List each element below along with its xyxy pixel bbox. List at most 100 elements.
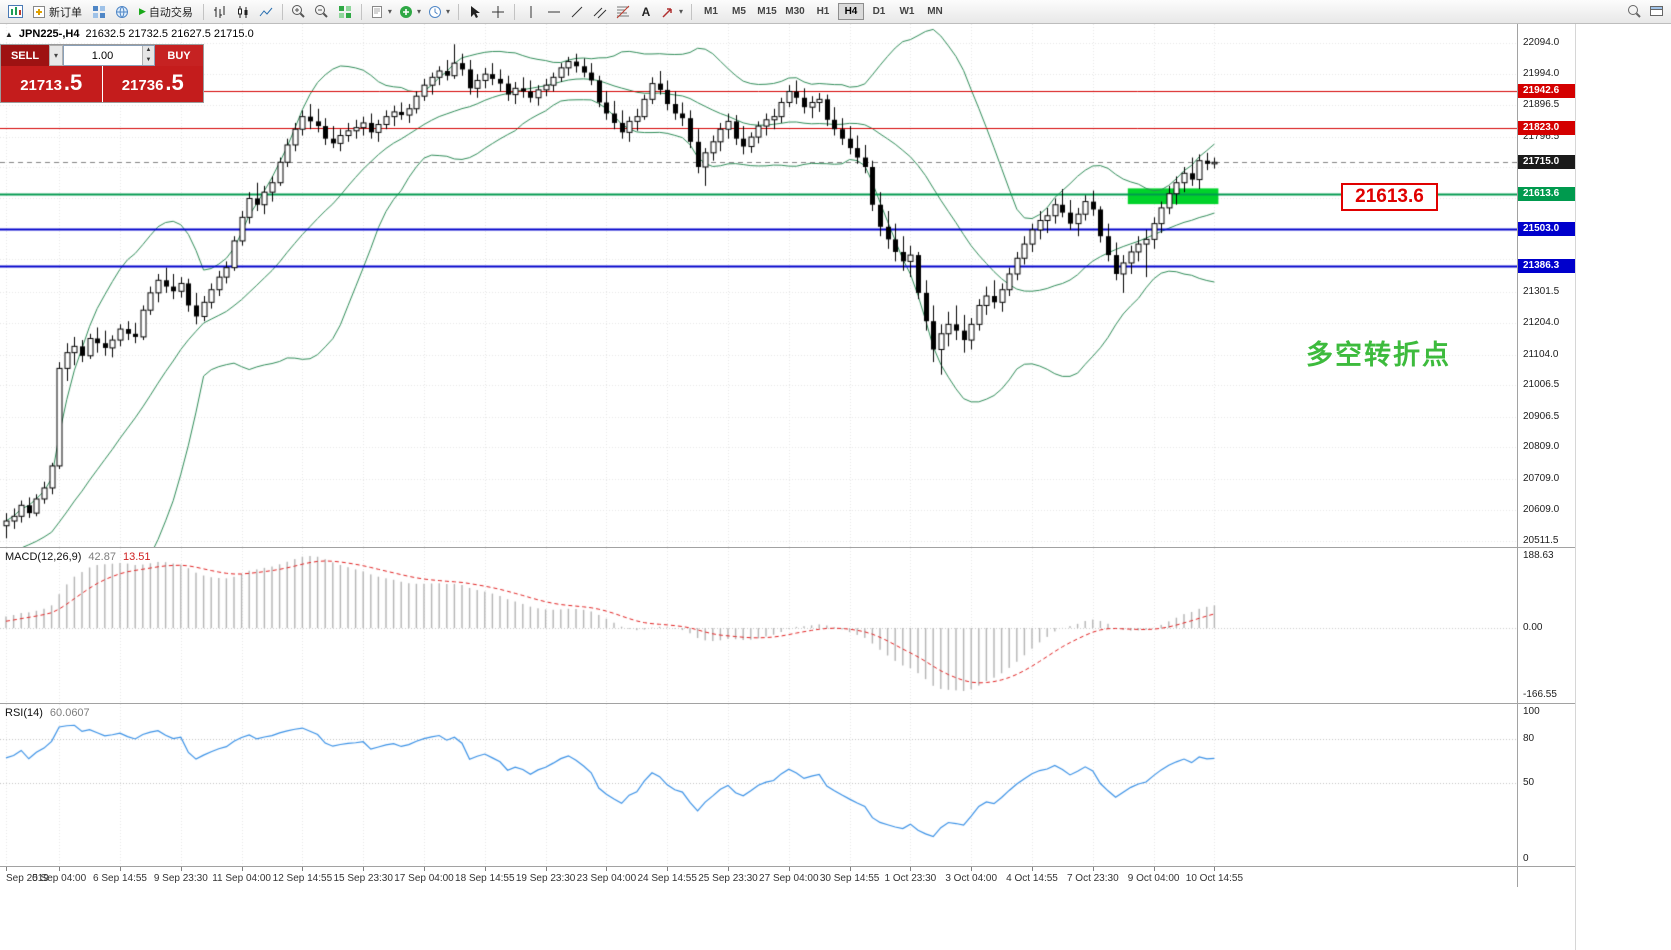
date-tick [789,867,790,871]
date-axis-label: 12 Sep 14:55 [272,873,333,884]
macd-axis-label: 188.63 [1523,550,1554,561]
date-tick [606,867,607,871]
sell-price-display[interactable]: 21713.5 [1,66,102,102]
timeframe-m1-button[interactable]: M1 [704,6,718,17]
price-axis-label: 20906.5 [1523,410,1560,422]
timeframe-m5-button[interactable]: M5 [732,6,746,17]
rsi-axis-label: 100 [1523,706,1540,717]
date-tick [424,867,425,871]
rsi-name: RSI(14) [5,707,43,719]
volume-decrease-button[interactable]: ▼ [143,55,154,65]
date-tick [302,867,303,871]
tile-windows-icon[interactable] [334,2,356,22]
timeframe-h1-button[interactable]: H1 [816,6,830,17]
buy-button[interactable]: BUY [155,45,203,66]
sell-price-frac: .5 [63,70,83,95]
date-axis-label: 30 Sep 14:55 [819,873,880,884]
price-axis-label: 20709.0 [1523,472,1560,484]
price-axis-label: 21104.0 [1523,348,1559,360]
caret-down-icon: ▾ [387,7,392,16]
timeframe-m15-button[interactable]: M15 [757,6,777,17]
date-axis-label: 27 Sep 04:00 [759,873,819,884]
toolbar-right-group [1623,2,1667,22]
time-axis-divider [0,866,1575,867]
macd-panel-divider[interactable] [0,547,1575,548]
autotrading-button[interactable]: ▶ 自动交易 [134,2,198,22]
date-axis-label: 23 Sep 04:00 [576,873,637,884]
text-tool-icon[interactable]: A [641,4,651,19]
candlestick-chart-icon[interactable] [232,2,254,22]
chart-profiles-icon[interactable] [88,2,110,22]
sell-button[interactable]: SELL [1,45,49,66]
price-axis[interactable]: 22094.0 21994.0 21896.5 21796.5 21301.5 21204… [1517,24,1575,887]
date-axis-label: 1 Oct 23:30 [884,873,937,884]
arrows-tool-icon[interactable]: ▾ [658,2,686,22]
date-tick [850,867,851,871]
date-axis-label: 15 Sep 23:30 [333,873,393,884]
new-order-button[interactable]: 新订单 [27,2,87,22]
search-icon[interactable] [1623,2,1645,22]
rsi-chart-canvas[interactable] [0,704,1517,866]
templates-icon[interactable]: ▾ [367,2,395,22]
date-axis-label: 24 Sep 14:55 [637,873,697,884]
one-click-collapse-arrow[interactable]: ▲ [5,29,13,39]
date-tick [1093,867,1094,871]
periods-icon[interactable]: ▾ [425,2,453,22]
time-axis[interactable]: Sep 2019 5 Sep 04:00 6 Sep 14:55 9 Sep 23:3… [0,867,1517,887]
indicators-icon[interactable]: ▾ [396,2,424,22]
timeframe-h4-button[interactable]: H4 [837,3,864,20]
cursor-icon[interactable] [464,2,486,22]
zoom-out-icon[interactable] [311,2,333,22]
date-axis-label: 10 Oct 14:55 [1185,873,1244,884]
window-layout-icon[interactable] [1645,2,1667,22]
date-tick [546,867,547,871]
horizontal-line-tool-icon[interactable] [543,2,565,22]
date-tick [59,867,60,871]
date-tick [6,867,7,871]
date-tick [485,867,486,871]
toolbar-separator [202,3,204,20]
buy-price-display[interactable]: 21736.5 [102,66,203,102]
new-order-label: 新订单 [49,6,82,19]
timeframe-mn-button[interactable]: MN [927,6,943,17]
rsi-panel-divider[interactable] [0,703,1575,704]
channel-tool-icon[interactable] [589,2,611,22]
rsi-label: RSI(14) 60.0607 [5,707,90,719]
macd-chart-canvas[interactable] [0,548,1517,703]
date-tick [120,867,121,871]
timeframe-d1-button[interactable]: D1 [872,6,886,17]
toolbar-separator [281,3,283,20]
timeframe-m30-button[interactable]: M30 [785,6,805,17]
fibonacci-tool-icon[interactable] [612,2,634,22]
price-axis-label: 22094.0 [1523,37,1560,48]
date-axis-label: 9 Oct 04:00 [1127,873,1180,884]
level-annotation-label[interactable]: 21613.6 [1341,183,1438,211]
timeframe-w1-button[interactable]: W1 [899,6,915,17]
date-tick [667,867,668,871]
crosshair-icon[interactable] [487,2,509,22]
date-axis-label: 17 Sep 04:00 [394,873,454,884]
one-click-trading-panel: SELL ▾ ▲ ▼ BUY 21713.5 21736.5 [0,44,204,103]
price-axis-label: 21796.5 [1523,130,1560,142]
date-axis-label: 4 Oct 14:55 [1006,873,1058,884]
bar-chart-icon[interactable] [209,2,231,22]
price-chart-canvas[interactable] [0,24,1517,547]
timeframe-toolbar: M1 M5 M15 M30 H1 H4 D1 W1 MN [697,3,949,20]
line-chart-icon[interactable] [255,2,277,22]
price-tag: 21613.6 [1518,187,1575,202]
price-axis-label: 21301.5 [1523,286,1560,298]
trendline-tool-icon[interactable] [566,2,588,22]
macd-label: MACD(12,26,9) 42.87 13.51 [5,551,150,563]
zoom-in-icon[interactable] [288,2,310,22]
toolbar-separator [360,3,362,20]
buy-price-frac: .5 [165,70,184,95]
terminal-icon[interactable] [111,2,133,22]
volume-input[interactable] [63,45,155,66]
rsi-axis-label: 50 [1523,777,1535,788]
volume-increase-button[interactable]: ▲ [143,46,154,56]
volume-dropdown-arrow[interactable]: ▾ [49,45,63,66]
date-tick [1154,867,1155,871]
bottom-empty-area [0,887,1575,950]
vertical-line-tool-icon[interactable] [520,2,542,22]
